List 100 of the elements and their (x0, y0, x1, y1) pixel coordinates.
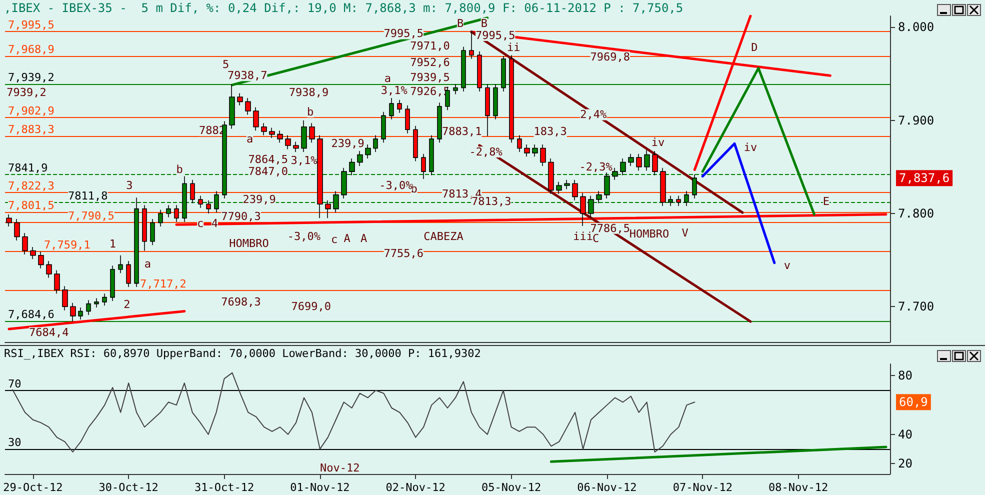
x-tick-label: 29-Oct-12 (3, 481, 63, 494)
annotation: 183,3 (534, 124, 567, 138)
candlestick (660, 167, 666, 206)
y-tick-label: 7.700 (898, 300, 934, 314)
annotation: 7939,2 (6, 86, 46, 99)
candlestick (548, 158, 554, 194)
candlestick (437, 102, 442, 144)
candlestick (365, 144, 371, 159)
ref-line-label: 7,684,6 (8, 308, 54, 321)
candlestick (110, 265, 115, 302)
candlestick (556, 181, 562, 194)
candlestick (94, 298, 99, 308)
ref-line-label: 7,759,1 (44, 238, 90, 252)
annotation: 239,9 (331, 137, 364, 150)
candlestick (325, 200, 331, 219)
annotation: E (822, 194, 830, 208)
annotation: iv (744, 140, 758, 154)
candlestick (636, 153, 642, 172)
annotation: B (480, 16, 488, 30)
candlestick (54, 270, 60, 294)
annotation: b (307, 105, 314, 118)
annotation: 3 (126, 179, 133, 192)
candlestick (405, 105, 410, 134)
annotation: a (246, 132, 254, 146)
candlestick (676, 195, 681, 206)
annotation: D (751, 41, 758, 54)
ref-line-label: 7,717,2 (140, 278, 186, 291)
ref-line-label: 7,995,5 (8, 18, 54, 32)
annotation: 7864,5 (248, 152, 288, 166)
candlestick (301, 120, 307, 152)
annotation: 7755,6 (384, 247, 424, 260)
y-tick-label: 7.800 (898, 206, 934, 220)
candlestick (277, 130, 283, 144)
annotation: 7847,0 (248, 165, 288, 178)
candlestick (261, 122, 267, 136)
chart-title: RSI_,IBEX RSI: 60,8970 UpperBand: 70,0000 LowerBand: 30,0000 P: 161,9302 (4, 347, 481, 360)
annotation: iv (651, 136, 665, 150)
annotation: c (197, 217, 204, 230)
annotation: 7995,5 (384, 27, 424, 40)
annotation: CABEZA (424, 230, 464, 244)
annotation: a (144, 257, 152, 270)
candlestick (293, 141, 299, 152)
candlestick (166, 204, 171, 218)
y-tick-label: 40 (898, 427, 912, 442)
candlestick (86, 300, 91, 316)
annotation: 3,1% (380, 84, 408, 98)
candlestick (317, 134, 323, 219)
text: 7,837,6 (899, 171, 950, 186)
x-tick-label: 31-Oct-12 (194, 481, 254, 494)
annotation: 7883,1 (442, 124, 482, 138)
annotation: b (176, 163, 183, 176)
candlestick (564, 180, 570, 190)
candlestick (22, 232, 28, 255)
candlestick (381, 112, 386, 144)
annotation: 7938,9 (288, 86, 329, 99)
candlestick (357, 150, 363, 166)
ref-line-label: 70 (8, 377, 22, 390)
annotation: 7995,5 (475, 29, 516, 42)
annotation: A (344, 232, 351, 246)
annotation: 7698,3 (221, 295, 261, 308)
candlestick (253, 106, 259, 131)
y-tick-label: 8.000 (898, 20, 934, 34)
annotation: -2,3% (579, 160, 613, 174)
annotation: HOMBRO (229, 236, 269, 250)
annotation: ii (507, 41, 520, 54)
annotation: c (330, 233, 338, 246)
ref-line-label: 7,790,5 (68, 209, 114, 222)
ref-line-label: 30 (8, 436, 22, 450)
candlestick (285, 134, 291, 150)
annotation: -2,8% (469, 145, 503, 158)
ref-line-label: 7,883,3 (8, 122, 54, 136)
candlestick (652, 150, 658, 176)
candlestick (532, 144, 538, 158)
candlestick (644, 150, 650, 172)
annotation: iii (573, 230, 593, 244)
candlestick (309, 122, 315, 144)
annotation: 239,9 (242, 192, 276, 206)
candlestick (78, 307, 83, 320)
candlestick (477, 50, 482, 92)
annotation: 2,4% (580, 108, 608, 122)
candlestick (198, 195, 203, 208)
text: 60,9 (899, 395, 928, 410)
y-tick-label: 20 (898, 456, 912, 471)
candlestick (389, 98, 394, 120)
x-tick-label: 07-Nov-12 (672, 481, 732, 494)
annotation: B (456, 16, 464, 30)
annotation: 3,1% (290, 154, 318, 167)
x-tick-label: 01-Nov-12 (290, 481, 350, 494)
candlestick (413, 126, 418, 162)
ref-line-label: 7,822,3 (8, 180, 54, 193)
y-tick-label: 7.900 (898, 113, 934, 128)
annotation: 7971,0 (410, 39, 450, 52)
candlestick (158, 209, 163, 227)
candlestick (206, 200, 211, 214)
annotation: 7684,4 (28, 326, 70, 340)
candlestick (38, 251, 44, 269)
x-tick-label: 30-Oct-12 (98, 481, 158, 494)
ref-line-label: 7,801,5 (8, 199, 54, 212)
ref-line-label: 7,902,9 (8, 104, 54, 118)
candlestick (269, 127, 275, 138)
